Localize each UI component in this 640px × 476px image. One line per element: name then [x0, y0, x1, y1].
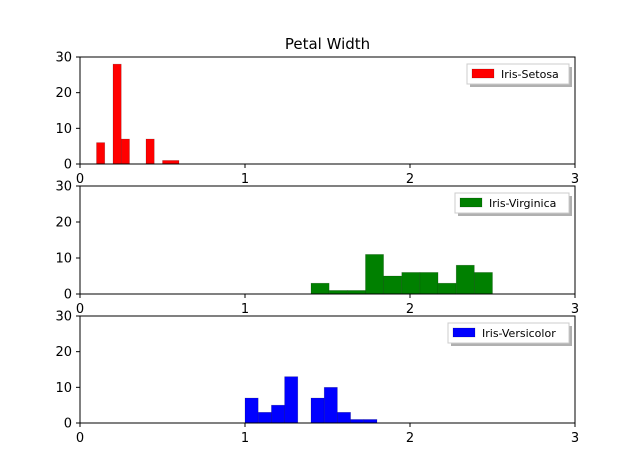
- bar: [337, 411, 351, 424]
- bar: [120, 138, 130, 165]
- bar: [244, 397, 259, 424]
- bar: [363, 419, 378, 424]
- axes-frame: [79, 185, 576, 295]
- y-tick-label: 20: [55, 86, 72, 101]
- x-tick-label: 3: [571, 431, 579, 446]
- bar: [350, 419, 365, 424]
- bar: [112, 63, 122, 165]
- bar: [346, 290, 366, 295]
- x-tick-label: 1: [241, 431, 249, 446]
- bar: [310, 282, 330, 295]
- y-tick-label: 30: [55, 51, 72, 66]
- bar: [310, 397, 325, 424]
- panel-1: 0 10 20 30 0 1 2 3 Iris-Setosa: [55, 51, 579, 188]
- legend-swatch: [471, 68, 495, 79]
- legend-swatch: [459, 197, 483, 208]
- legend-swatch: [452, 327, 476, 338]
- legend-box: [454, 192, 570, 214]
- bar: [383, 275, 403, 295]
- legend-label: Iris-Setosa: [501, 68, 559, 81]
- y-tick-label: 10: [55, 122, 72, 137]
- bar: [284, 376, 299, 424]
- bar: [271, 404, 285, 424]
- y-tick-label: 0: [64, 288, 72, 303]
- panel-3: 0 10 20 30 0 1 2 3 Iris-Versicolor: [55, 310, 579, 447]
- bar: [145, 138, 155, 165]
- bar: [162, 160, 180, 165]
- y-tick-label: 30: [55, 310, 72, 325]
- y-tick-label: 30: [55, 180, 72, 195]
- panel-2: 0 10 20 30 0 1 2 3 Iris-Virginica: [55, 180, 579, 318]
- axes-frame: [79, 56, 576, 165]
- x-tick-label: 2: [406, 431, 414, 446]
- bar: [365, 254, 384, 295]
- bar: [455, 264, 475, 295]
- legend-label: Iris-Virginica: [489, 197, 556, 210]
- x-tick-label: 2: [406, 302, 414, 317]
- x-tick-label: 3: [571, 172, 579, 187]
- y-tick-label: 0: [64, 158, 72, 173]
- legend-box: [447, 322, 570, 344]
- x-tick-label: 0: [76, 302, 84, 317]
- y-tick-label: 10: [55, 252, 72, 267]
- y-tick-label: 20: [55, 345, 72, 360]
- chart-title: Petal Width: [285, 35, 370, 53]
- bar: [437, 282, 457, 295]
- legend-label: Iris-Versicolor: [482, 327, 556, 340]
- y-tick-label: 0: [64, 417, 72, 432]
- x-tick-label: 0: [76, 431, 84, 446]
- y-tick-label: 20: [55, 216, 72, 231]
- bar: [328, 290, 348, 295]
- y-tick-label: 10: [55, 381, 72, 396]
- bar: [257, 411, 272, 424]
- axes-frame: [79, 315, 576, 424]
- bar: [419, 272, 439, 295]
- bar: [474, 272, 493, 295]
- x-tick-label: 1: [241, 172, 249, 187]
- x-tick-label: 3: [571, 302, 579, 317]
- bar: [96, 142, 106, 165]
- x-tick-label: 1: [241, 302, 249, 317]
- x-tick-label: 2: [406, 172, 414, 187]
- x-tick-label: 0: [76, 172, 84, 187]
- bar: [401, 272, 421, 295]
- bar: [323, 387, 338, 424]
